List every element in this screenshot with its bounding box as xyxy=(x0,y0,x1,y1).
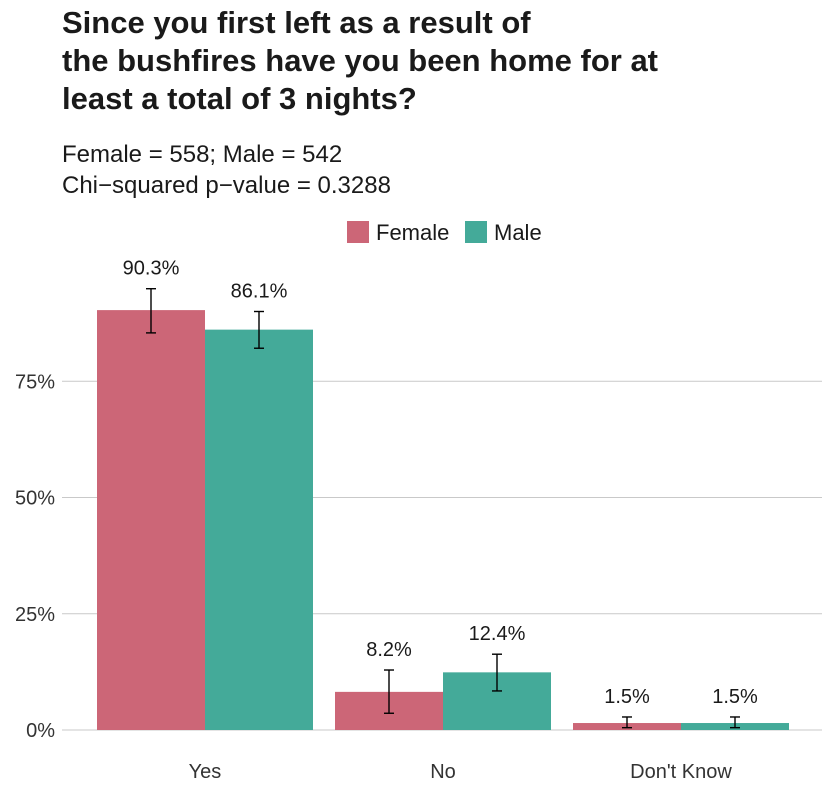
chart-title-line: the bushfires have you been home for at xyxy=(62,43,659,78)
bar-female xyxy=(97,310,205,730)
y-tick-label: 0% xyxy=(26,720,55,742)
x-tick-label: No xyxy=(430,761,456,783)
subtitle-p-value: Chi−squared p−value = 0.3288 xyxy=(62,172,391,199)
y-tick-label: 50% xyxy=(15,488,55,510)
chart-subtitle: Female = 558; Male = 542 Chi−squared p−v… xyxy=(62,139,762,201)
chart-title: Since you first left as a result of the … xyxy=(62,4,822,118)
data-label: 1.5% xyxy=(604,686,650,708)
legend-swatch-female xyxy=(347,221,369,243)
x-tick-label: Don't Know xyxy=(630,761,732,783)
legend-label-male: Male xyxy=(494,220,542,245)
legend-label-female: Female xyxy=(376,220,449,245)
legend-swatch-male xyxy=(465,221,487,243)
bar-male xyxy=(205,329,313,730)
y-tick-label: 75% xyxy=(15,371,55,393)
data-label: 1.5% xyxy=(712,686,758,708)
x-tick-label: Yes xyxy=(189,761,222,783)
chart-title-line: Since you first left as a result of xyxy=(62,5,531,40)
data-label: 86.1% xyxy=(231,281,288,303)
data-label: 90.3% xyxy=(123,258,180,280)
subtitle-sample-sizes: Female = 558; Male = 542 xyxy=(62,141,343,168)
chart-title-line: least a total of 3 nights? xyxy=(62,81,417,116)
data-label: 12.4% xyxy=(469,623,526,645)
data-label: 8.2% xyxy=(366,639,412,661)
y-tick-label: 25% xyxy=(15,604,55,626)
